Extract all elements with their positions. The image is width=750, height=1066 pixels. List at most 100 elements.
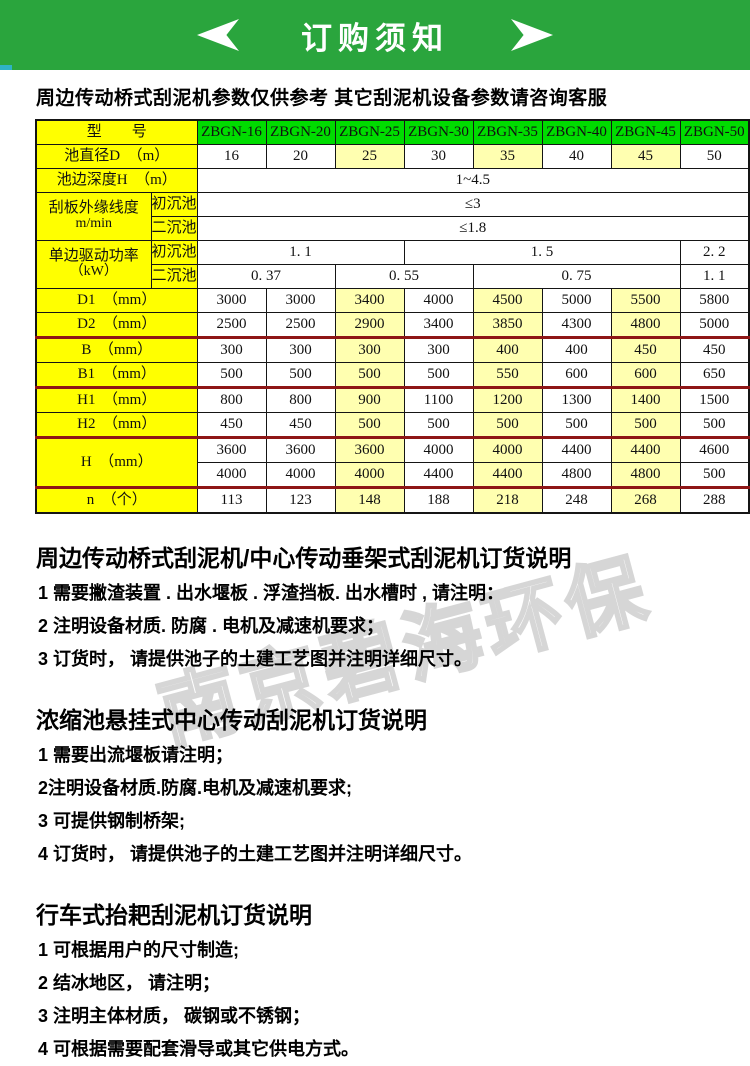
row-h-b: 4000 4000 4000 4400 4400 4800 4800 500 xyxy=(36,462,750,488)
section-item: 4 订货时， 请提供池子的土建工艺图并注明详细尺寸。 xyxy=(38,844,473,864)
table-cell: 300 xyxy=(196,336,267,363)
arrow-right-icon[interactable] xyxy=(511,19,553,51)
row-drive-power-secondary: 二沉池 0. 37 0. 55 0. 75 1. 1 xyxy=(36,264,750,289)
row-label: 刮板外缘线度 m/min xyxy=(35,192,152,241)
table-cell: 400 xyxy=(541,336,612,363)
table-cell: 0. 37 xyxy=(196,264,336,289)
row-d2: D2 （mm） 2500 2500 2900 3400 3850 4300 48… xyxy=(35,312,750,338)
table-cell: 4800 xyxy=(541,462,612,488)
model-header-cell: ZBGN-30 xyxy=(403,119,474,145)
section-item: 1 可根据用户的尺寸制造; xyxy=(38,940,240,960)
table-cell: 1~4.5 xyxy=(196,168,750,193)
model-header-cell: ZBGN-16 xyxy=(196,119,267,145)
row-label: H1 （mm） xyxy=(35,386,198,413)
table-cell: 113 xyxy=(196,486,267,514)
table-cell: 268 xyxy=(610,486,681,514)
table-cell: 3400 xyxy=(334,288,405,313)
table-cell: 900 xyxy=(334,386,405,413)
table-cell: 300 xyxy=(403,336,474,363)
table-cell: 4400 xyxy=(403,462,474,488)
model-header-cell: ZBGN-25 xyxy=(334,119,405,145)
ordering-instructions: 周边传动桥式刮泥机/中心传动垂架式刮泥机订货说明 1 需要撇渣装置 . 出水堰板… xyxy=(0,539,750,1066)
table-cell: 4300 xyxy=(541,312,612,338)
table-cell: 248 xyxy=(541,486,612,514)
table-cell: 4000 xyxy=(403,288,474,313)
table-cell: 4800 xyxy=(610,312,681,338)
section-item: 3 注明主体材质， 碳钢或不锈钢； xyxy=(38,1006,311,1026)
row-label: 型 号 xyxy=(35,119,198,145)
row-h2: H2 （mm） 450 450 500 500 500 500 500 500 xyxy=(35,412,750,438)
section-title: 浓缩池悬挂式中心传动刮泥机订货说明 xyxy=(36,707,427,733)
table-cell: 600 xyxy=(541,362,612,388)
section-item: 3 订货时， 请提供池子的土建工艺图并注明详细尺寸。 xyxy=(38,649,473,669)
row-b: B （mm） 300 300 300 300 400 400 450 450 xyxy=(35,336,750,363)
table-cell: 450 xyxy=(196,412,267,438)
order-notice-banner: 订购须知 xyxy=(0,0,750,70)
arrow-left-icon[interactable] xyxy=(197,19,239,51)
row-label: n （个） xyxy=(35,486,198,514)
table-cell: 35 xyxy=(472,144,543,169)
section-title: 周边传动桥式刮泥机/中心传动垂架式刮泥机订货说明 xyxy=(36,545,572,571)
table-cell: 148 xyxy=(334,486,405,514)
table-cell: 40 xyxy=(541,144,612,169)
table-cell: 4400 xyxy=(472,462,543,488)
table-cell: 4500 xyxy=(472,288,543,313)
sub-label: 初沉池 xyxy=(150,192,198,217)
table-cell: 4000 xyxy=(334,462,405,488)
table-cell: 1. 1 xyxy=(196,240,405,265)
row-label-unit: （kW） xyxy=(69,264,118,280)
row-n: n （个） 113 123 148 188 218 248 268 288 xyxy=(35,486,750,514)
table-cell: 550 xyxy=(472,362,543,388)
sub-label: 二沉池 xyxy=(150,264,198,289)
table-cell: 5800 xyxy=(679,288,750,313)
table-cell: 3600 xyxy=(196,436,267,463)
section-item: 2 注明设备材质. 防腐 . 电机及减速机要求； xyxy=(38,616,385,636)
row-label-text: 单边驱动功率 xyxy=(48,248,139,265)
section-item: 1 需要撇渣装置 . 出水堰板 . 浮渣挡板. 出水槽时 , 请注明： xyxy=(38,583,505,603)
table-cell: 2. 2 xyxy=(679,240,750,265)
table-cell: 3000 xyxy=(196,288,267,313)
model-header-cell: ZBGN-20 xyxy=(265,119,336,145)
table-cell: 600 xyxy=(610,362,681,388)
table-cell: 4800 xyxy=(610,462,681,488)
section-item: 2 结冰地区， 请注明； xyxy=(38,973,221,993)
table-cell: 16 xyxy=(196,144,267,169)
table-cell: 3600 xyxy=(334,436,405,463)
table-cell: 450 xyxy=(265,412,336,438)
section-item: 2注明设备材质.防腐.电机及减速机要求; xyxy=(38,778,353,798)
row-scraper-speed-secondary: 二沉池 ≤1.8 xyxy=(36,216,750,241)
table-cell: 300 xyxy=(334,336,405,363)
table-cell: 3600 xyxy=(265,436,336,463)
table-cell: 3400 xyxy=(403,312,474,338)
row-label-text: 刮板外缘线度 xyxy=(48,200,139,217)
row-scraper-speed-primary: 刮板外缘线度 m/min 初沉池 ≤3 xyxy=(35,192,750,241)
table-cell: 450 xyxy=(610,336,681,363)
row-label-unit: m/min xyxy=(75,216,113,232)
table-cell: 800 xyxy=(196,386,267,413)
sub-label: 初沉池 xyxy=(150,240,198,265)
table-cell: 30 xyxy=(403,144,474,169)
table-cell: 0. 75 xyxy=(472,264,681,289)
row-label: 池直径D （m） xyxy=(35,144,198,169)
table-cell: 50 xyxy=(679,144,750,169)
table-cell: 800 xyxy=(265,386,336,413)
table-cell: 500 xyxy=(679,462,750,488)
row-b1: B1 （mm） 500 500 500 500 550 600 600 650 xyxy=(35,362,750,388)
table-cell: 3850 xyxy=(472,312,543,338)
row-h1: H1 （mm） 800 800 900 1100 1200 1300 1400 … xyxy=(35,386,750,413)
table-cell: 5000 xyxy=(679,312,750,338)
row-diameter: 池直径D （m） 16 20 25 30 35 40 45 50 xyxy=(35,144,750,169)
table-cell: 1. 1 xyxy=(679,264,750,289)
row-models: 型 号 ZBGN-16 ZBGN-20 ZBGN-25 ZBGN-30 ZBGN… xyxy=(35,119,750,145)
row-d1: D1 （mm） 3000 3000 3400 4000 4500 5000 55… xyxy=(35,288,750,313)
table-cell: 4000 xyxy=(472,436,543,463)
section-item: 1 需要出流堰板请注明； xyxy=(38,745,234,765)
table-cell: 288 xyxy=(679,486,750,514)
table-cell: 188 xyxy=(403,486,474,514)
table-cell: 5000 xyxy=(541,288,612,313)
table-cell: 3000 xyxy=(265,288,336,313)
row-depth: 池边深度H （m） 1~4.5 xyxy=(35,168,750,193)
row-label: B （mm） xyxy=(35,336,198,363)
table-caption: 周边传动桥式刮泥机参数仅供参考 其它刮泥机设备参数请咨询客服 xyxy=(36,88,608,109)
model-header-cell: ZBGN-40 xyxy=(541,119,612,145)
